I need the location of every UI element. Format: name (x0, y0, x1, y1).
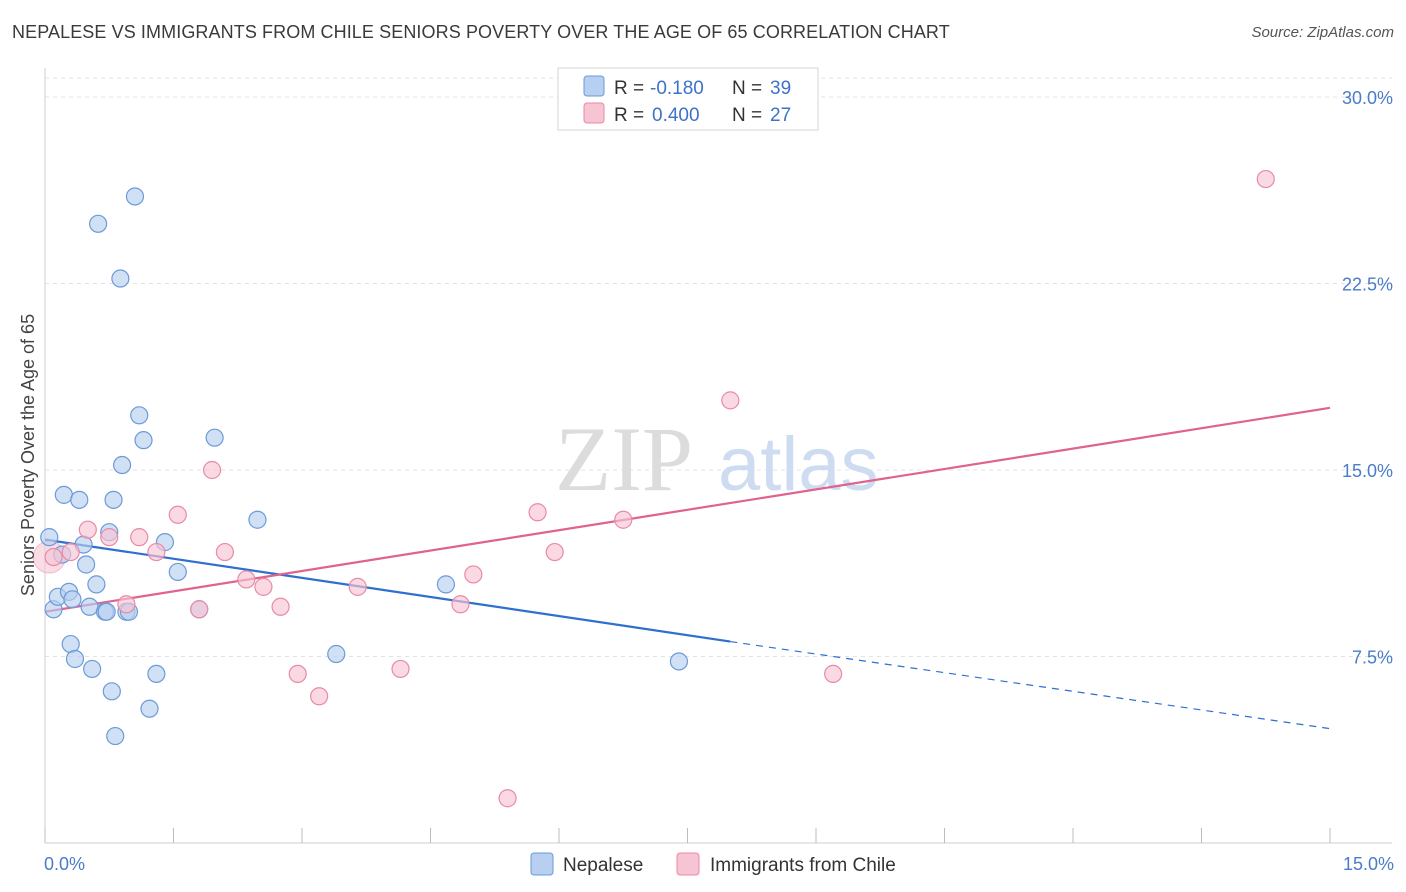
legend-r-value-1: -0.180 (650, 78, 704, 99)
x-tick-label-min: 0.0% (44, 854, 85, 874)
point-chile (464, 565, 483, 584)
point-nepalese (125, 187, 145, 206)
point-chile (237, 570, 256, 589)
point-chile (545, 542, 564, 562)
point-nepalese (436, 575, 456, 594)
series-legend-label-chile: Immigrants from Chile (710, 855, 896, 876)
legend-n-label-1: N = (732, 78, 762, 99)
point-chile (215, 542, 234, 562)
point-nepalese (130, 406, 149, 425)
point-chile (824, 664, 843, 684)
y-tick-label: 30.0% (1342, 88, 1393, 108)
point-chile (190, 600, 209, 619)
point-nepalese (63, 590, 82, 609)
series-legend: Nepalese Immigrants from Chile (530, 852, 896, 876)
point-chile (528, 503, 547, 522)
watermark-zip: ZIP (555, 408, 693, 510)
point-nepalese (327, 644, 346, 664)
point-nepalese (61, 634, 80, 654)
point-nepalese (168, 562, 187, 582)
point-chile (1256, 169, 1275, 189)
point-chile (168, 505, 187, 524)
legend-swatch-nepalese (583, 75, 605, 97)
y-axis-label: Seniors Poverty Over the Age of 65 (18, 314, 38, 596)
point-chile (78, 520, 97, 539)
point-nepalese (87, 575, 106, 594)
point-nepalese (140, 699, 159, 718)
point-nepalese (111, 269, 130, 288)
point-chile (310, 687, 329, 706)
point-chile (391, 659, 410, 679)
point-chile (44, 547, 63, 567)
correlation-legend: R = -0.180 N = 39 R = 0.400 N = 27 (557, 67, 819, 131)
y-tick-labels: 7.5% 15.0% 22.5% 30.0% (1342, 88, 1393, 668)
point-nepalese (80, 597, 99, 616)
point-nepalese (83, 659, 102, 679)
point-nepalese (106, 726, 125, 746)
legend-r-label-1: R = (614, 78, 644, 99)
point-chile (202, 460, 222, 480)
point-chile (348, 577, 367, 596)
watermark: ZIP atlas (555, 408, 879, 510)
point-nepalese (102, 682, 121, 701)
point-chile (147, 542, 166, 562)
series-legend-label-nepalese: Nepalese (563, 855, 643, 876)
point-nepalese (104, 490, 123, 509)
legend-r-value-2: 0.400 (652, 105, 700, 126)
point-nepalese (54, 485, 73, 504)
point-chile (721, 391, 740, 410)
point-nepalese (205, 428, 224, 447)
point-nepalese (70, 490, 89, 509)
point-chile (288, 664, 307, 684)
point-chile (451, 595, 470, 614)
legend-r-label-2: R = (614, 105, 644, 126)
point-chile (271, 597, 290, 616)
chart-title: NEPALESE VS IMMIGRANTS FROM CHILE SENIOR… (12, 22, 950, 42)
y-tick-label: 15.0% (1342, 461, 1393, 481)
trend-line-nepalese-extrapolated (730, 640, 1331, 730)
legend-swatch-chile (583, 102, 605, 124)
point-chile (130, 528, 149, 547)
point-chile (254, 577, 273, 596)
trend-line-chile (44, 406, 1331, 613)
point-chile (61, 542, 80, 562)
point-chile (498, 789, 517, 808)
data-points (32, 169, 1275, 808)
point-nepalese (134, 431, 153, 450)
y-tick-label: 7.5% (1352, 648, 1393, 668)
axes (44, 68, 1392, 844)
point-nepalese (77, 555, 96, 574)
x-ticks (44, 828, 1331, 843)
series-legend-swatch-chile (676, 852, 700, 876)
point-chile (100, 528, 119, 547)
point-chile (614, 510, 633, 529)
point-nepalese (112, 455, 132, 475)
legend-n-label-2: N = (732, 105, 762, 126)
point-nepalese (97, 602, 116, 621)
point-nepalese (40, 528, 59, 547)
y-tick-label: 22.5% (1342, 275, 1393, 295)
point-nepalese (89, 214, 108, 233)
series-legend-swatch-nepalese (530, 852, 554, 876)
watermark-atlas: atlas (718, 422, 879, 507)
point-nepalese (669, 652, 689, 671)
point-nepalese (65, 649, 85, 669)
source-label: Source: ZipAtlas.com (1251, 24, 1394, 41)
x-tick-label-max: 15.0% (1343, 854, 1394, 874)
legend-n-value-1: 39 (770, 78, 791, 99)
point-nepalese (248, 510, 267, 529)
legend-n-value-2: 27 (770, 105, 791, 126)
point-chile (117, 595, 136, 614)
point-nepalese (147, 664, 166, 684)
